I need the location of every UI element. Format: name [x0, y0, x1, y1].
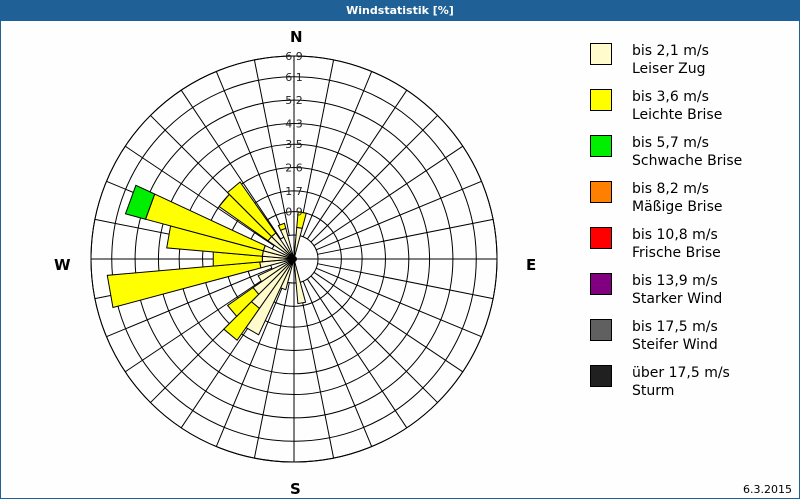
- svg-text:0,9: 0,9: [285, 206, 303, 219]
- legend-item-leichte-brise: bis 3,6 m/s Leichte Brise: [590, 88, 790, 134]
- svg-text:6,9: 6,9: [285, 50, 303, 63]
- legend: bis 2,1 m/s Leiser Zug bis 3,6 m/s Leichte…: [590, 42, 790, 410]
- legend-swatch: [590, 135, 612, 157]
- legend-range: bis 5,7 m/s: [632, 135, 709, 151]
- legend-label: Leiser Zug: [632, 61, 706, 77]
- svg-text:5,2: 5,2: [285, 94, 303, 107]
- legend-item-schwache-brise: bis 5,7 m/s Schwache Brise: [590, 134, 790, 180]
- compass-west-label: W: [54, 256, 71, 274]
- legend-label: Schwache Brise: [632, 153, 743, 169]
- wind-rose-svg: 0,9 1,7 2,6 3,5 4,3 5,2 6,1 6,9: [90, 50, 498, 463]
- legend-range: über 17,5 m/s: [632, 365, 730, 381]
- legend-label: Mäßige Brise: [632, 199, 723, 215]
- legend-label: Starker Wind: [632, 291, 723, 307]
- svg-text:3,5: 3,5: [285, 138, 303, 151]
- svg-text:1,7: 1,7: [285, 185, 303, 198]
- legend-item-steifer-wind: bis 17,5 m/s Steifer Wind: [590, 318, 790, 364]
- legend-item-leiser-zug: bis 2,1 m/s Leiser Zug: [590, 42, 790, 88]
- legend-range: bis 3,6 m/s: [632, 89, 709, 105]
- legend-label: Leichte Brise: [632, 107, 723, 123]
- legend-label: Sturm: [632, 383, 675, 399]
- legend-range: bis 13,9 m/s: [632, 273, 718, 289]
- legend-item-maessige-brise: bis 8,2 m/s Mäßige Brise: [590, 180, 790, 226]
- legend-swatch: [590, 89, 612, 111]
- window-title: Windstatistik [%]: [0, 0, 800, 21]
- legend-range: bis 8,2 m/s: [632, 181, 709, 197]
- date-label: 6.3.2015: [743, 483, 792, 496]
- legend-swatch: [590, 181, 612, 203]
- legend-swatch: [590, 273, 612, 295]
- legend-item-starker-wind: bis 13,9 m/s Starker Wind: [590, 272, 790, 318]
- compass-east-label: E: [526, 256, 537, 274]
- legend-swatch: [590, 43, 612, 65]
- compass-south-label: S: [290, 480, 301, 498]
- legend-range: bis 17,5 m/s: [632, 319, 718, 335]
- legend-swatch: [590, 365, 612, 387]
- legend-range: bis 10,8 m/s: [632, 227, 718, 243]
- legend-label: Steifer Wind: [632, 337, 718, 353]
- wind-rose-chart: 0,9 1,7 2,6 3,5 4,3 5,2 6,1 6,9: [0, 21, 560, 500]
- legend-swatch: [590, 227, 612, 249]
- legend-item-frische-brise: bis 10,8 m/s Frische Brise: [590, 226, 790, 272]
- svg-text:2,6: 2,6: [285, 162, 303, 175]
- legend-label: Frische Brise: [632, 245, 721, 261]
- legend-item-sturm: über 17,5 m/s Sturm: [590, 364, 790, 410]
- legend-swatch: [590, 319, 612, 341]
- svg-text:6,1: 6,1: [285, 71, 303, 84]
- svg-text:4,3: 4,3: [285, 117, 303, 130]
- legend-range: bis 2,1 m/s: [632, 43, 709, 59]
- compass-north-label: N: [290, 28, 303, 46]
